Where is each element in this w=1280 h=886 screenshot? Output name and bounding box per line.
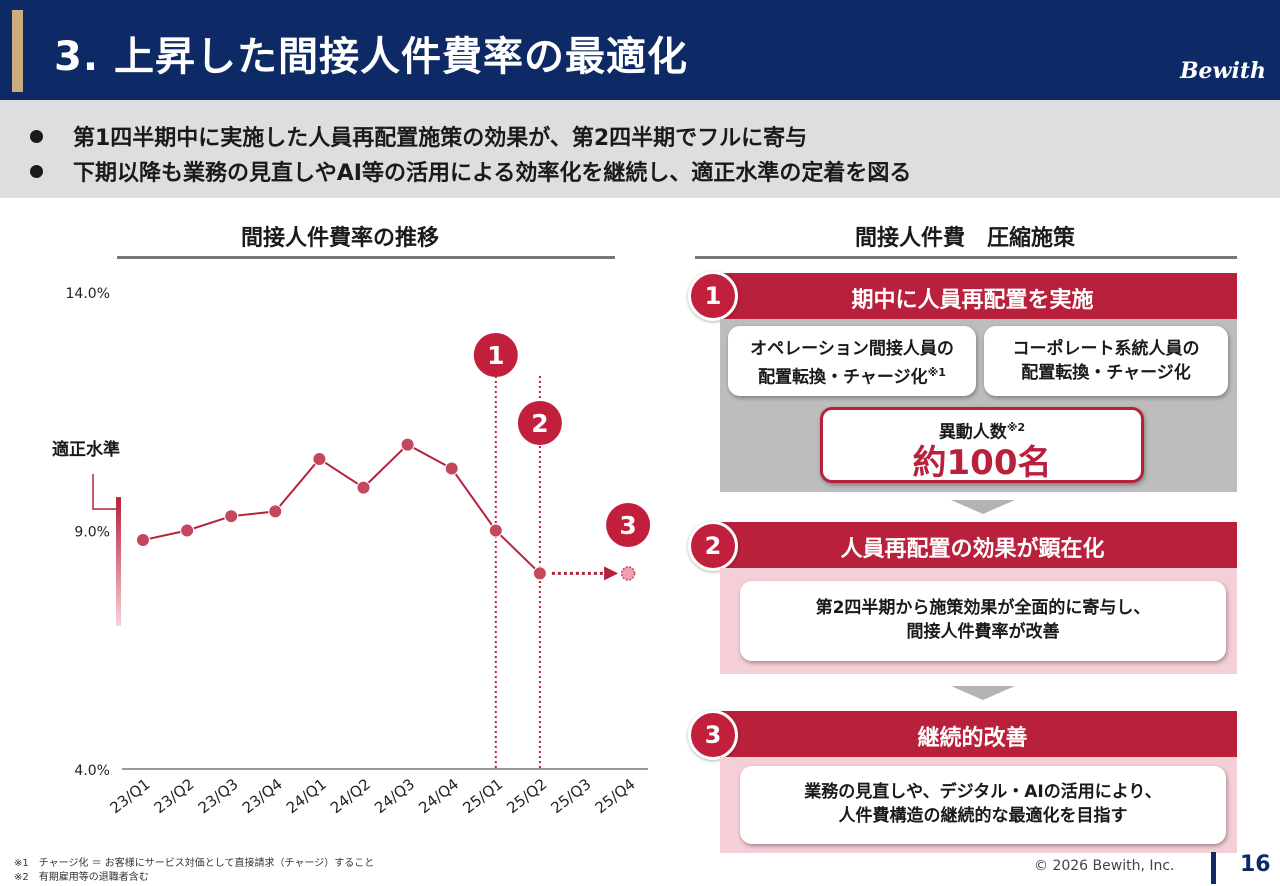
data-point (312, 451, 327, 466)
step-2-title: 人員再配置の効果が顕在化 (840, 537, 1105, 562)
down-arrow-icon (951, 500, 1015, 514)
bullet-1: 第1四半期中に実施した人員再配置施策の効果が、第2四半期でフルに寄与 (30, 120, 807, 152)
step-1-title: 期中に人員再配置を実施 (851, 288, 1094, 313)
chart-section-title: 間接人件費率の推移 (240, 226, 439, 251)
footnote-ref-2: ※2 (1006, 421, 1026, 434)
x-tick-label: 23/Q2 (151, 775, 198, 817)
footnote-2: ※2 有期雇用等の退職者含む (14, 872, 149, 883)
step-2-card: 第2四半期から施策効果が全面的に寄与し、 間接人件費率が改善 (740, 581, 1226, 661)
bullet-2: 下期以降も業務の見直しやAI等の活用による効率化を継続し、適正水準の定着を図る (30, 155, 911, 187)
chart-marker-1 (473, 333, 518, 377)
step-1-badge: 1 (688, 271, 738, 321)
transfer-value: 約100名 (912, 442, 1052, 483)
data-point (488, 523, 503, 538)
step-2-header: 人員再配置の効果が顕在化 (708, 522, 1237, 568)
appropriate-level-label: 適正水準 (52, 439, 120, 460)
data-point (180, 523, 195, 538)
x-tick-label: 23/Q3 (195, 775, 242, 817)
data-point (224, 509, 239, 524)
cost-ratio-line-chart: 14.0%9.0%4.0% 適正水準 23/Q123/Q223/Q323/Q42… (52, 286, 651, 817)
range-bracket (92, 474, 116, 510)
chart-marker-label: 1 (487, 341, 504, 370)
bullet-text-1: 第1四半期中に実施した人員再配置施策の効果が、第2四半期でフルに寄与 (73, 126, 808, 151)
x-tick-label: 25/Q2 (503, 775, 550, 817)
chart-marker-3 (606, 503, 651, 547)
corporate-card-line2: 配置転換・チャージ化 (1021, 363, 1191, 383)
step-3-title: 継続的改善 (917, 726, 1028, 751)
operation-card-line2: 配置転換・チャージ化 (758, 367, 928, 388)
summary-band (0, 100, 1280, 198)
chart-marker-label: 3 (619, 511, 636, 540)
data-point (400, 437, 415, 452)
step-3-badge: 3 (688, 710, 738, 760)
down-arrow-icon (951, 686, 1015, 700)
y-tick-label: 4.0% (74, 763, 110, 779)
corporate-card-line1: コーポレート系統人員の (1012, 339, 1200, 359)
x-tick-label: 25/Q4 (592, 775, 639, 817)
corporate-staff-card: コーポレート系統人員の 配置転換・チャージ化 (984, 326, 1228, 396)
step-3-card: 業務の見直しや、デジタル・AIの活用により、 人件費構造の継続的な最適化を目指す (740, 766, 1226, 844)
step-2-line1: 第2四半期から施策効果が全面的に寄与し、 (815, 598, 1151, 618)
operation-staff-card: オペレーション間接人員の 配置転換・チャージ化※1 (728, 326, 976, 396)
step-2-line2: 間接人件費率が改善 (906, 622, 1060, 642)
step-3-line1: 業務の見直しや、デジタル・AIの活用により、 (804, 782, 1162, 802)
x-tick-label: 24/Q2 (327, 775, 374, 817)
projection-arrow-head (604, 566, 619, 581)
y-tick-label: 9.0% (74, 525, 110, 541)
chart-marker-label: 2 (531, 409, 548, 438)
measures-section-title: 間接人件費 圧縮施策 (854, 226, 1075, 251)
copyright: © 2026 Bewith, Inc. (1034, 858, 1175, 874)
data-point (136, 533, 150, 548)
footnote-1: ※1 チャージ化 ＝ お客様にサービス対価として直接請求（チャージ）すること (14, 858, 375, 869)
chart-section-rule (117, 256, 615, 259)
y-tick-label: 14.0% (66, 286, 110, 302)
data-point (356, 480, 371, 495)
series-line (142, 443, 541, 575)
x-tick-label: 24/Q4 (415, 775, 462, 817)
transfer-label: 異動人数 (938, 422, 1007, 443)
x-tick-label: 23/Q1 (107, 775, 154, 817)
x-tick-label: 25/Q1 (459, 775, 506, 817)
bullet-dot-icon (30, 130, 43, 143)
page-number-bar (1211, 852, 1216, 884)
chart-marker-2 (517, 401, 562, 445)
measures-section-rule (695, 256, 1237, 259)
projected-point (620, 566, 636, 581)
operation-card-line1: オペレーション間接人員の (750, 339, 954, 359)
data-point (532, 566, 547, 581)
header-accent-bar (12, 10, 23, 92)
step-3-header: 継続的改善 (708, 711, 1237, 757)
appropriate-range-bar (116, 497, 121, 626)
x-tick-label: 23/Q4 (239, 775, 286, 817)
x-tick-label: 24/Q1 (283, 775, 330, 817)
transfer-count-card: 異動人数※2 約100名 (820, 407, 1144, 483)
step-3-line2: 人件費構造の継続的な最適化を目指す (838, 806, 1128, 826)
data-point (444, 461, 459, 476)
step-1-header: 期中に人員再配置を実施 (708, 273, 1237, 319)
x-tick-label: 25/Q3 (548, 775, 595, 817)
x-tick-label: 24/Q3 (371, 775, 418, 817)
footnote-ref-1: ※1 (927, 366, 946, 379)
header-bar: 3. 上昇した間接人件費率の最適化 Bewith (0, 0, 1280, 100)
page-title: 3. 上昇した間接人件費率の最適化 (54, 34, 688, 80)
step-2-badge: 2 (688, 521, 738, 571)
bullet-dot-icon (30, 165, 43, 178)
data-point (268, 504, 283, 519)
page-number: 16 (1240, 852, 1271, 877)
bullet-text-2: 下期以降も業務の見直しやAI等の活用による効率化を継続し、適正水準の定着を図る (73, 161, 912, 186)
bewith-logo: Bewith (1179, 58, 1266, 84)
